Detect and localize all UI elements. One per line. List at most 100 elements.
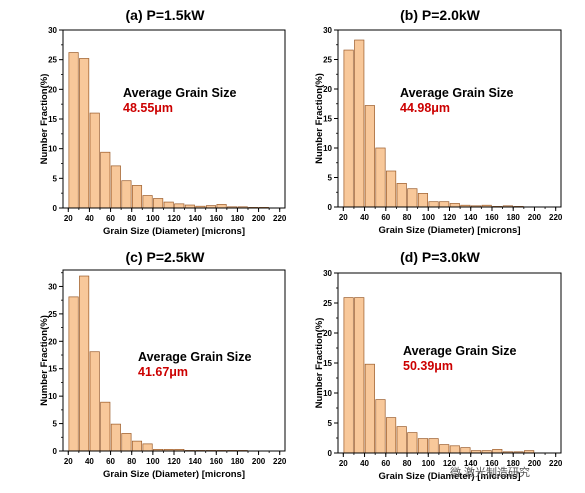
bar [439, 201, 450, 208]
bar [386, 170, 397, 208]
y-tick-label: 30 [323, 269, 332, 278]
bar [364, 363, 375, 454]
x-tick-label: 80 [127, 214, 136, 223]
x-tick-label: 60 [106, 214, 115, 223]
x-tick-label: 220 [273, 457, 287, 466]
bar [89, 112, 100, 209]
x-axis-label: Grain Size (Diameter) [microns] [103, 469, 245, 480]
bar [131, 440, 143, 452]
x-tick-label: 140 [464, 459, 478, 468]
y-tick-label: 10 [48, 392, 57, 401]
y-tick-label: 0 [53, 447, 58, 456]
y-tick-label: 25 [323, 56, 332, 65]
y-tick-label: 10 [48, 145, 57, 154]
average-value: 50.39μm [403, 359, 453, 373]
x-tick-label: 140 [188, 457, 202, 466]
x-tick-label: 200 [252, 214, 266, 223]
x-tick-label: 40 [85, 457, 94, 466]
x-axis-label: Grain Size (Diameter) [microns] [378, 225, 520, 236]
x-tick-label: 60 [381, 459, 390, 468]
x-tick-label: 60 [106, 457, 115, 466]
x-tick-label: 140 [464, 213, 478, 222]
x-tick-label: 160 [210, 457, 224, 466]
y-tick-label: 15 [48, 115, 57, 124]
x-axis-label: Grain Size (Diameter) [microns] [378, 471, 520, 482]
annotation-label: Average Grain Size [123, 86, 237, 100]
x-tick-label: 120 [167, 457, 181, 466]
bar [492, 449, 503, 454]
bar [449, 445, 460, 454]
x-tick-label: 120 [443, 459, 457, 468]
chart-title: (a) P=1.5kW [126, 7, 206, 23]
chart-title: (c) P=2.5kW [126, 249, 206, 265]
bar [460, 447, 471, 454]
bar [417, 438, 429, 454]
chart-title: (b) P=2.0kW [400, 7, 481, 23]
y-tick-label: 15 [48, 365, 57, 374]
y-tick-label: 30 [48, 282, 57, 291]
y-tick-label: 5 [328, 419, 333, 428]
bar [396, 426, 407, 454]
bar [354, 297, 365, 454]
x-tick-label: 180 [231, 457, 245, 466]
x-tick-label: 220 [549, 213, 563, 222]
bar [110, 165, 121, 209]
x-tick-label: 40 [85, 214, 94, 223]
y-tick-label: 20 [323, 85, 332, 94]
x-tick-label: 80 [403, 459, 412, 468]
bar [121, 180, 132, 209]
x-tick-label: 180 [507, 459, 521, 468]
bar [100, 151, 111, 209]
y-tick-label: 0 [328, 203, 333, 212]
y-axis-label: Number Fraction(%) [314, 73, 325, 164]
x-tick-label: 120 [443, 213, 457, 222]
annotation-label: Average Grain Size [138, 350, 252, 364]
bar [407, 432, 418, 454]
x-axis-label: Grain Size (Diameter) [microns] [103, 226, 245, 237]
bar [364, 105, 375, 208]
bar [428, 438, 439, 454]
y-tick-label: 15 [323, 359, 332, 368]
bar [354, 39, 365, 208]
x-tick-label: 80 [127, 457, 136, 466]
bar [343, 297, 354, 454]
x-tick-label: 60 [381, 213, 390, 222]
bar [216, 204, 227, 209]
bar [68, 296, 79, 452]
bar [100, 401, 111, 452]
x-tick-label: 180 [507, 213, 521, 222]
y-tick-label: 20 [323, 329, 332, 338]
y-tick-label: 10 [323, 389, 332, 398]
y-tick-label: 5 [53, 174, 58, 183]
bar [142, 443, 153, 452]
x-tick-label: 160 [210, 214, 224, 223]
x-tick-label: 100 [422, 213, 436, 222]
x-tick-label: 20 [339, 459, 348, 468]
y-tick-label: 15 [323, 115, 332, 124]
y-tick-label: 25 [48, 310, 57, 319]
y-tick-label: 25 [323, 299, 332, 308]
x-tick-label: 120 [167, 214, 181, 223]
watermark-text: 微 激光制造研究 [450, 465, 530, 479]
bar [89, 351, 100, 452]
x-tick-label: 40 [360, 459, 369, 468]
bar [174, 203, 185, 209]
y-tick-label: 5 [328, 174, 333, 183]
y-tick-label: 10 [323, 144, 332, 153]
bar [121, 433, 132, 452]
x-tick-label: 20 [64, 214, 73, 223]
average-value: 44.98μm [400, 101, 450, 115]
y-tick-label: 0 [53, 204, 58, 213]
x-tick-label: 160 [485, 459, 499, 468]
bar [375, 147, 386, 208]
x-tick-label: 200 [528, 213, 542, 222]
x-tick-label: 80 [403, 213, 412, 222]
annotation-label: Average Grain Size [400, 86, 514, 100]
bar [343, 49, 354, 208]
x-tick-label: 180 [231, 214, 245, 223]
